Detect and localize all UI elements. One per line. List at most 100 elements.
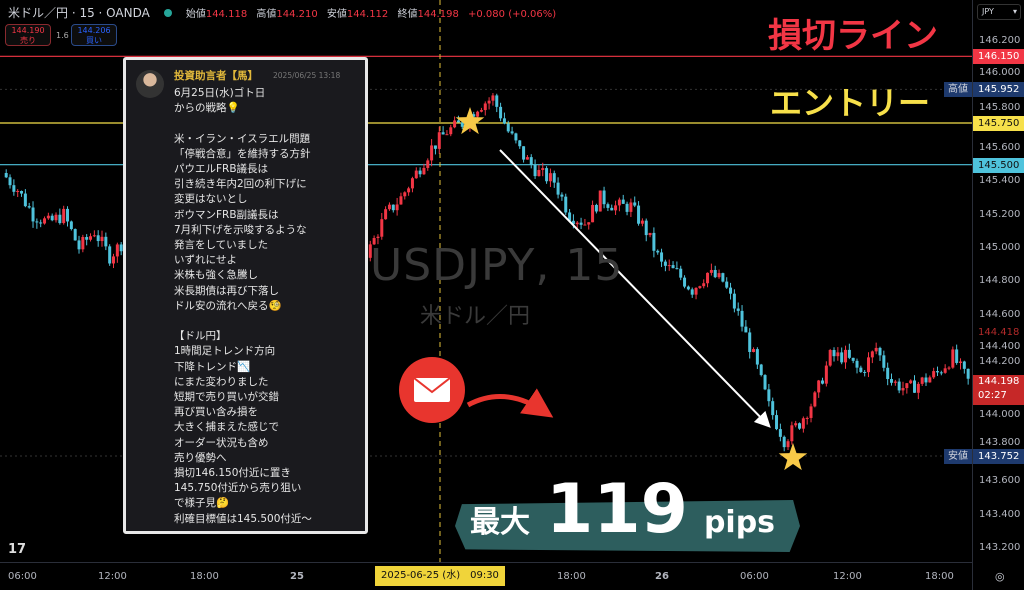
candle-body: [410, 178, 414, 189]
candle-body: [380, 219, 384, 237]
candle-body: [522, 146, 526, 160]
candle-body: [552, 173, 556, 183]
candle-body: [648, 232, 652, 236]
candle-body: [568, 212, 572, 221]
price-chart[interactable]: [0, 0, 972, 562]
message-body: 6月25日(水)ゴト日 からの戦略💡 米・イラン・イスラエル問題 「停戦合意」を…: [174, 87, 312, 525]
stop-price-tag: 146.150: [973, 49, 1024, 65]
candle-body: [96, 235, 100, 242]
price-tick: 144.000: [979, 408, 1021, 420]
candle-body: [602, 190, 606, 205]
candle-body: [506, 123, 510, 132]
buy-button[interactable]: 144.206 買い: [71, 24, 117, 46]
candle-body: [8, 177, 12, 186]
candle-body: [863, 371, 867, 373]
candle-body: [460, 122, 464, 127]
candle-body: [422, 167, 426, 175]
price-tick: 144.800: [979, 275, 1021, 287]
candle-body: [962, 361, 966, 369]
candle-body: [836, 352, 840, 357]
candle-body: [916, 383, 920, 393]
low-value: 144.112: [346, 9, 389, 20]
price-axis[interactable]: JPY ▾ ◎ 146.200 146.000 145.800 145.600 145.4…: [972, 0, 1024, 590]
chevron-down-icon: ▾: [1012, 7, 1017, 16]
candle-body: [928, 377, 932, 383]
high-label: 高値: [256, 9, 277, 20]
candle-body: [587, 222, 591, 225]
candle-body: [476, 111, 480, 117]
candle-body: [119, 244, 123, 252]
candle-body: [487, 100, 491, 104]
candle-body: [556, 182, 560, 195]
candle-body: [426, 160, 430, 168]
price-tick: 144.400: [979, 341, 1021, 352]
buy-label: 買い: [86, 36, 102, 45]
candle-body: [621, 199, 625, 204]
candle-body: [525, 157, 529, 160]
candle-body: [510, 131, 514, 134]
ohlc-readout: 始値144.118 高値144.210 安値144.112 終値144.198 …: [186, 5, 562, 20]
candle-body: [472, 114, 476, 117]
candle-body: [575, 222, 579, 225]
candle-body: [35, 221, 39, 223]
low-label: 安値: [944, 449, 972, 464]
candle-body: [376, 236, 380, 239]
settings-icon[interactable]: ◎: [995, 570, 1005, 583]
candle-body: [640, 220, 644, 224]
candle-body: [104, 236, 108, 247]
candle-body: [897, 381, 901, 391]
tradingview-logo[interactable]: 17: [8, 542, 27, 557]
candle-body: [821, 380, 825, 384]
price-tick: 146.200: [979, 35, 1021, 46]
candle-body: [31, 207, 35, 222]
watermark-symbol: USDJPY, 15: [370, 240, 624, 291]
time-axis-border: [0, 562, 972, 563]
candle-body: [583, 224, 587, 226]
candle-body: [62, 208, 66, 224]
candle-body: [437, 132, 441, 149]
candle-body: [932, 371, 936, 378]
result-prefix: 最大: [470, 505, 530, 540]
candle-body: [633, 202, 637, 206]
candle-body: [433, 145, 437, 149]
candle-body: [901, 388, 905, 391]
candle-body: [663, 261, 667, 266]
candle-body: [813, 392, 817, 407]
candle-body: [748, 332, 752, 352]
close-value: 144.198: [417, 9, 459, 20]
time-tick: 18:00: [557, 571, 586, 582]
candle-body: [115, 244, 119, 257]
candle-body: [614, 205, 618, 211]
candle-body: [571, 220, 575, 225]
candle-body: [16, 191, 20, 193]
sell-button[interactable]: 144.190 売り: [5, 24, 51, 46]
price-tick: 145.000: [979, 242, 1021, 253]
candle-body: [958, 361, 962, 363]
candle-body: [786, 441, 790, 448]
candle-body: [499, 106, 503, 119]
candle-body: [407, 188, 411, 193]
candle-body: [828, 350, 832, 366]
candle-body: [27, 206, 31, 208]
candle-body: [625, 203, 629, 212]
candle-body: [939, 372, 943, 374]
result-banner: [455, 500, 800, 552]
candle-body: [943, 368, 947, 373]
candle-body: [50, 215, 54, 221]
candle-body: [775, 415, 779, 430]
low-price-tag: 143.752: [973, 449, 1024, 464]
candle-body: [794, 423, 798, 426]
candle-body: [844, 349, 848, 363]
spread-value: 1.6: [56, 31, 69, 40]
currency-select[interactable]: JPY ▾: [977, 4, 1021, 20]
candle-body: [46, 215, 50, 219]
candle-body: [809, 406, 813, 418]
symbol-title[interactable]: 米ドル／円 · 15 · OANDA: [8, 6, 150, 20]
candle-body: [817, 380, 821, 393]
open-value: 144.118: [205, 9, 248, 20]
candle-body: [372, 238, 376, 245]
candle-body: [594, 204, 598, 212]
candle-body: [445, 134, 449, 136]
sell-price: 144.190: [11, 26, 45, 35]
candle-body: [778, 429, 782, 437]
